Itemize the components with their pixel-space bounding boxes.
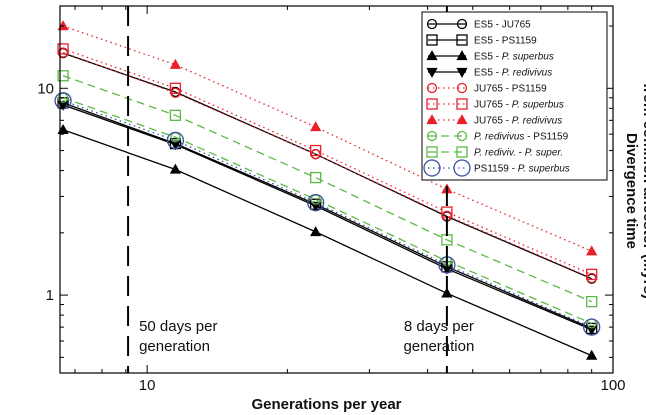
annotation-text-1: generation — [139, 338, 210, 355]
legend-label: ES5 - JU765 — [474, 20, 531, 31]
data-point-es5-p-redivivus — [169, 140, 182, 151]
legend-label: ES5 - P. superbus — [474, 52, 554, 63]
annotation-text-1: 50 days per — [139, 318, 217, 335]
legend-item-ju765-ps1159: JU765 - PS1159 — [426, 82, 547, 95]
x-tick-label: 10 — [139, 377, 156, 394]
legend-marker — [426, 146, 438, 158]
y-tick-label: 10 — [37, 80, 54, 97]
data-point-ps1159-p-superbus — [166, 131, 185, 150]
series-line-p-redivivus-ps1159 — [62, 97, 592, 324]
series-line-ps1159-p-superbus — [62, 100, 592, 328]
series-layer — [54, 20, 601, 360]
legend-label: ES5 - P. redivivus — [474, 68, 552, 79]
data-point-ju765-p-redivivus — [310, 121, 322, 132]
plot-frame — [59, 5, 614, 374]
y-axis-title-line: from common ancestor (Myrs) — [640, 83, 646, 299]
data-point-es5-p-redivivus — [586, 325, 598, 336]
legend-label: JU765 - PS1159 — [474, 84, 547, 95]
axis-ticks — [60, 6, 613, 373]
data-point-p-rediviv-p-super — [57, 70, 69, 82]
legend-marker — [456, 82, 468, 94]
data-point-ju765-p-redivivus — [586, 245, 598, 256]
legend-marker — [456, 67, 468, 78]
data-point-es5-p-superbus — [586, 349, 598, 360]
series-es5-p-superbus — [57, 123, 598, 360]
annotation-text-2: 8 days per — [404, 318, 474, 335]
legend-marker — [426, 130, 438, 142]
legend-item-es5-p-superbus: ES5 - P. superbus — [426, 50, 554, 63]
data-point-ps1159-p-superbus — [307, 193, 325, 212]
legend-label: PS1159 - P. superbus — [474, 164, 570, 175]
legend-marker — [426, 18, 438, 30]
legend-marker — [426, 98, 438, 110]
legend-marker — [456, 50, 468, 61]
data-point-ju765-p-superbus — [310, 144, 322, 157]
series-p-rediviv-p-super — [57, 70, 598, 308]
legend-label: JU765 - P. superbus — [474, 100, 564, 111]
data-point-p-rediviv-p-super — [586, 295, 598, 308]
data-point-ju765-p-superbus — [169, 82, 182, 94]
legend: ES5 - JU765 ES5 - PS1159 ES5 - P. superbus… — [421, 11, 608, 181]
x-tick-label: 100 — [600, 377, 625, 394]
legend-marker — [423, 159, 441, 177]
x-axis-title: Generations per year — [251, 396, 401, 413]
data-point-es5-p-redivivus — [310, 201, 322, 212]
legend-marker — [426, 114, 438, 125]
legend-marker — [456, 114, 468, 125]
legend-item-ju765-p-redivivus: JU765 - P. redivivus — [426, 114, 562, 127]
legend-label: P. redivivus - PS1159 — [474, 132, 569, 143]
legend-item-p-rediviv-p-super: P. rediviv. - P. super. — [426, 146, 563, 159]
legend-marker — [456, 34, 468, 46]
data-point-ju765-p-redivivus — [169, 58, 182, 69]
data-point-p-rediviv-p-super — [310, 171, 322, 184]
data-point-es5-p-superbus — [310, 226, 322, 237]
legend-marker — [456, 130, 468, 142]
legend-item-es5-ju765: ES5 - JU765 — [426, 18, 531, 31]
data-point-es5-p-superbus — [57, 123, 69, 134]
series-line-es5-ju765 — [62, 52, 592, 280]
legend-label: ES5 - PS1159 — [474, 36, 537, 47]
legend-item-ps1159-p-superbus: PS1159 - P. superbus — [423, 159, 570, 177]
legend-label: JU765 - P. redivivus — [474, 116, 562, 127]
tick-labels: 10 100 1 10 — [37, 80, 625, 394]
legend-item-ju765-p-superbus: JU765 - P. superbus — [426, 98, 564, 111]
data-point-ju765-p-superbus — [57, 43, 69, 55]
legend-marker — [426, 82, 438, 94]
legend-label: P. rediviv. - P. super. — [474, 148, 563, 159]
series-es5-p-redivivus — [57, 100, 598, 336]
legend-marker — [426, 34, 438, 46]
y-tick-label: 1 — [46, 287, 54, 304]
data-point-p-rediviv-p-super — [169, 109, 182, 121]
y-axis-title-line: Divergence time — [623, 133, 640, 249]
legend-item-p-redivivus-ps1159: P. redivivus - PS1159 — [426, 130, 569, 143]
legend-marker — [456, 146, 468, 158]
legend-item-es5-ps1159: ES5 - PS1159 — [426, 34, 537, 47]
legend-marker — [426, 67, 438, 78]
series-line-p-rediviv-p-super — [62, 75, 592, 303]
data-point-ps1159-p-superbus — [583, 318, 601, 336]
data-point-es5-p-superbus — [169, 163, 182, 174]
legend-marker — [456, 98, 468, 110]
legend-item-es5-p-redivivus: ES5 - P. redivivus — [426, 67, 552, 79]
data-point-es5-p-redivivus — [57, 100, 69, 111]
legend-marker — [453, 159, 471, 177]
annotation-labels: 50 days per generation 8 days per generatio… — [139, 318, 474, 355]
series-ju765-p-redivivus — [57, 20, 598, 256]
series-ju765-p-superbus — [57, 43, 598, 280]
annotation-text-2: generation — [403, 338, 474, 355]
data-point-ju765-p-superbus — [586, 268, 598, 280]
legend-marker — [456, 18, 468, 30]
legend-marker — [426, 50, 438, 61]
